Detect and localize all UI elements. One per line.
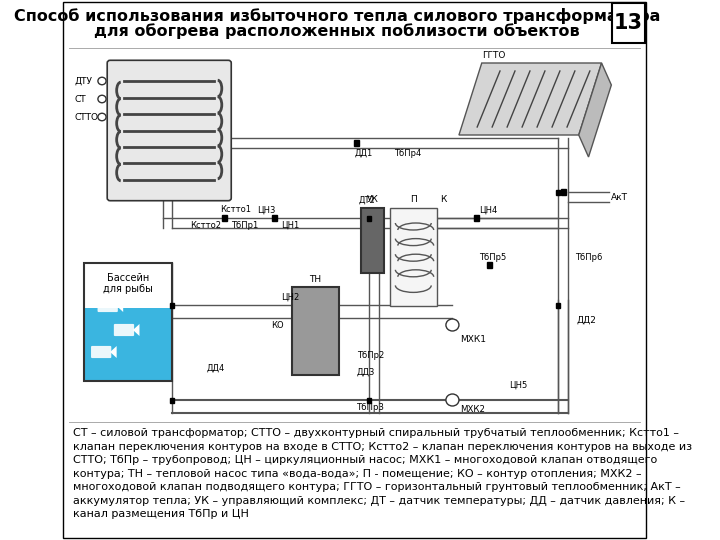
- Text: Кстто1: Кстто1: [220, 206, 251, 214]
- Text: ДД4: ДД4: [207, 363, 225, 373]
- Text: ЦН1: ЦН1: [282, 220, 300, 230]
- Text: ТбПр6: ТбПр6: [575, 253, 602, 262]
- Bar: [84, 263, 172, 381]
- Text: канал размещения ТбПр и ЦН: канал размещения ТбПр и ЦН: [73, 509, 248, 519]
- Text: контура; ТН – тепловой насос типа «вода-вода»; П - помещение; КО – контур отопле: контура; ТН – тепловой насос типа «вода-…: [73, 469, 642, 478]
- Text: для рыбы: для рыбы: [103, 284, 153, 294]
- Text: Бассейн: Бассейн: [107, 273, 149, 283]
- Text: МХК1: МХК1: [461, 335, 487, 345]
- Text: ДТ2: ДТ2: [359, 195, 375, 205]
- Bar: [361, 208, 384, 273]
- Text: Кстто2: Кстто2: [190, 220, 221, 230]
- Polygon shape: [133, 324, 140, 336]
- Bar: [367, 215, 372, 220]
- FancyBboxPatch shape: [97, 300, 118, 312]
- Circle shape: [446, 319, 459, 331]
- Text: УК: УК: [366, 195, 379, 205]
- Text: Способ использования избыточного тепла силового трансформатора: Способ использования избыточного тепла с…: [14, 8, 660, 24]
- Text: ТбПр1: ТбПр1: [230, 220, 258, 230]
- Polygon shape: [117, 300, 123, 312]
- Text: ЦН3: ЦН3: [257, 206, 275, 214]
- Bar: [292, 287, 339, 375]
- Bar: [85, 308, 171, 380]
- Text: 13: 13: [614, 13, 643, 33]
- Bar: [367, 397, 372, 402]
- Text: клапан переключения контуров на входе в СТТО; Кстто2 – клапан переключения конту: клапан переключения контуров на входе в …: [73, 442, 692, 451]
- Polygon shape: [110, 346, 117, 358]
- Polygon shape: [459, 63, 602, 135]
- Text: ТбПр5: ТбПр5: [480, 253, 507, 262]
- Text: аккумулятор тепла; УК – управляющий комплекс; ДТ – датчик температуры; ДД – датч: аккумулятор тепла; УК – управляющий комп…: [73, 496, 685, 505]
- Polygon shape: [579, 63, 611, 157]
- FancyBboxPatch shape: [91, 346, 112, 358]
- Circle shape: [98, 77, 106, 85]
- Bar: [272, 215, 277, 221]
- Text: СТТО: СТТО: [74, 112, 98, 122]
- Text: ГГТО: ГГТО: [482, 51, 505, 59]
- Bar: [390, 208, 437, 306]
- Text: КО: КО: [271, 321, 284, 329]
- Text: СТ – силовой трансформатор; СТТО – двухконтурный спиральный трубчатый теплообмен: СТ – силовой трансформатор; СТТО – двухк…: [73, 428, 679, 438]
- Text: К: К: [440, 195, 446, 205]
- Text: СТ: СТ: [74, 94, 86, 104]
- Text: ЦН2: ЦН2: [282, 293, 300, 301]
- Text: ДД2: ДД2: [576, 315, 596, 325]
- Circle shape: [98, 113, 106, 121]
- Bar: [474, 215, 480, 221]
- Text: СТТО; ТбПр – трубопровод; ЦН – циркуляционный насос; МХК1 – многоходовой клапан : СТТО; ТбПр – трубопровод; ЦН – циркуляци…: [73, 455, 657, 465]
- FancyBboxPatch shape: [107, 60, 231, 201]
- Text: ДТУ: ДТУ: [74, 77, 92, 85]
- Text: ТбПр2: ТбПр2: [357, 350, 384, 360]
- Bar: [561, 189, 566, 195]
- Text: ТбПр4: ТбПр4: [394, 148, 421, 158]
- Bar: [222, 215, 227, 221]
- Text: ДД1: ДД1: [355, 148, 373, 158]
- Text: ЦН4: ЦН4: [480, 206, 498, 214]
- Text: ЦН5: ЦН5: [510, 381, 528, 389]
- Text: МХК2: МХК2: [461, 406, 485, 415]
- Text: ТбПр3: ТбПр3: [357, 403, 385, 413]
- Text: ДД3: ДД3: [357, 368, 375, 376]
- Text: ТН: ТН: [310, 275, 322, 285]
- Bar: [612, 3, 645, 43]
- FancyBboxPatch shape: [114, 324, 134, 336]
- Bar: [170, 397, 174, 402]
- Text: АкТ: АкТ: [611, 192, 629, 201]
- Bar: [170, 302, 174, 307]
- Circle shape: [446, 394, 459, 406]
- Text: многоходовой клапан подводящего контура; ГГТО – горизонтальный грунтовый теплооб: многоходовой клапан подводящего контура;…: [73, 482, 680, 492]
- Bar: [354, 140, 359, 146]
- Text: для обогрева расположенных поблизости объектов: для обогрева расположенных поблизости об…: [94, 23, 580, 39]
- Circle shape: [98, 95, 106, 103]
- Bar: [557, 190, 560, 194]
- Bar: [557, 302, 560, 307]
- Bar: [487, 262, 492, 268]
- Text: П: П: [410, 195, 417, 205]
